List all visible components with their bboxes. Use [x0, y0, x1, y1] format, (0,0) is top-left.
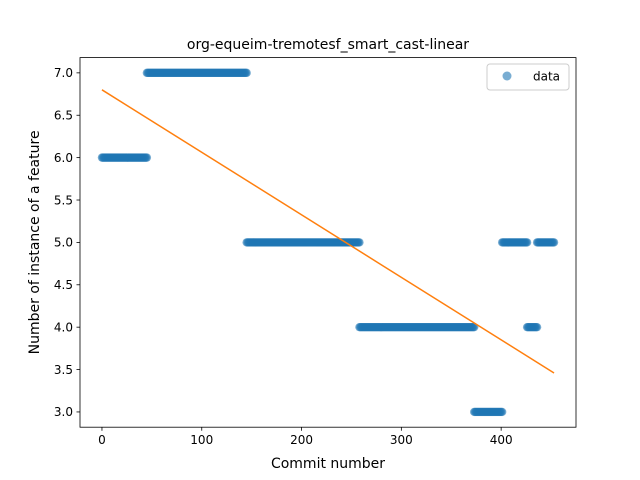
- y-tick-label: 5.5: [54, 193, 73, 207]
- data-point: [355, 238, 364, 247]
- chart-title: org-equeim-tremotesf_smart_cast-linear: [187, 37, 469, 53]
- series-data-points: [97, 68, 559, 417]
- legend-label-data: data: [533, 70, 560, 84]
- data-point: [142, 153, 152, 162]
- y-axis-ticks: 3.0 3.5 4.0 4.5 5.0 5.5 6.0 6.5 7.0: [54, 66, 80, 419]
- data-point: [549, 238, 559, 247]
- y-tick-label: 6.0: [54, 151, 73, 165]
- data-point: [497, 407, 507, 417]
- legend-box: [486, 63, 570, 91]
- x-axis-label: Commit number: [271, 456, 385, 472]
- y-tick-label: 6.5: [54, 109, 73, 123]
- y-tick-label: 7.0: [54, 66, 73, 80]
- y-tick-label: 4.5: [54, 278, 73, 292]
- data-point: [532, 322, 542, 332]
- y-tick-label: 3.5: [54, 363, 73, 377]
- x-tick-label: 0: [98, 433, 106, 447]
- data-point: [522, 238, 532, 247]
- data-point: [242, 68, 251, 78]
- legend: data: [486, 63, 570, 91]
- plot-area: [97, 68, 559, 417]
- y-tick-label: 3.0: [54, 405, 73, 419]
- x-tick-label: 100: [190, 433, 213, 447]
- linear-fit-line: [101, 89, 555, 374]
- y-tick-label: 5.0: [54, 236, 73, 250]
- y-tick-label: 4.0: [54, 320, 73, 334]
- x-tick-label: 400: [490, 433, 513, 447]
- x-tick-label: 300: [390, 433, 413, 447]
- x-axis-ticks: 0 100 200 300 400: [98, 427, 513, 447]
- y-axis-label: Number of instance of a feature: [27, 130, 43, 354]
- legend-marker-data: [502, 71, 512, 81]
- x-tick-label: 200: [290, 433, 313, 447]
